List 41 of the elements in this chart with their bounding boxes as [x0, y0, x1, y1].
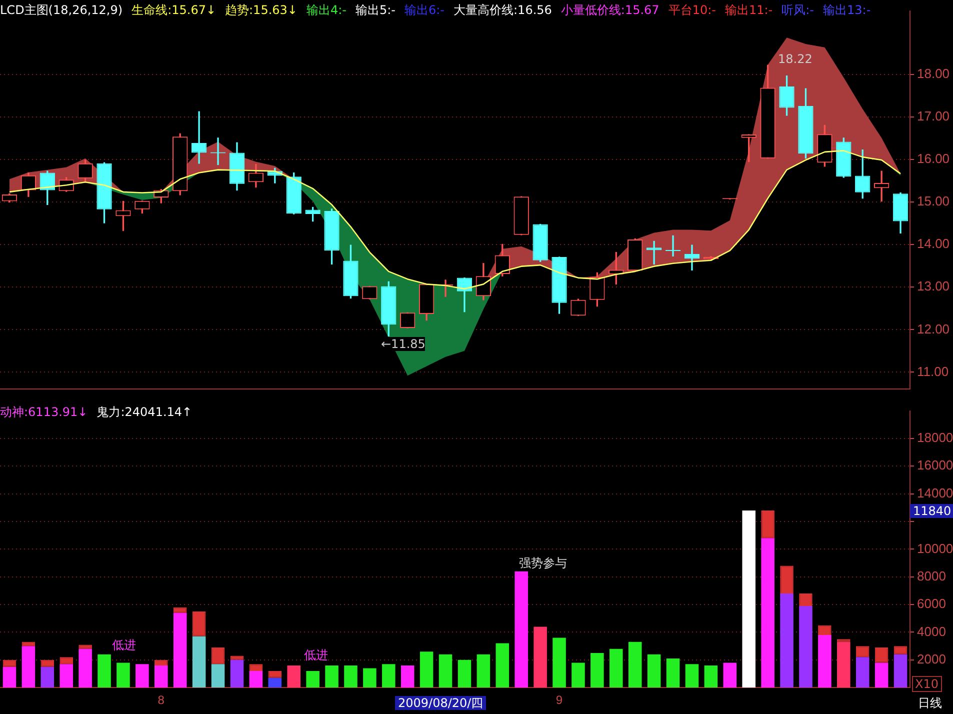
annotation: 低进	[304, 648, 328, 662]
y-tick-label: 18000	[917, 430, 953, 446]
annotation: 输出6:-	[404, 3, 445, 17]
annotation: 18.22	[778, 52, 812, 66]
text: 2009/08/20/四	[395, 696, 486, 710]
x-tick-label: 9	[556, 693, 563, 708]
annotation: 平台10:-	[668, 3, 716, 17]
annotation: 鬼力:24041.14↑	[96, 405, 192, 419]
annotation: 低进	[112, 638, 136, 652]
y-tick-label: 16.00	[917, 151, 950, 166]
y-tick-label: 14000	[917, 485, 953, 500]
y-tick-label: 15.00	[917, 194, 950, 209]
annotation: ←11.85	[381, 337, 426, 351]
annotation: 趋势:15.63↓	[225, 3, 298, 17]
text: 日线	[918, 696, 942, 710]
annotation: 生命线:15.67↓	[132, 3, 216, 17]
annotation: 听风:-	[782, 3, 814, 17]
annotation: 输出4:-	[306, 3, 346, 17]
y-tick-label: 2000	[917, 652, 946, 666]
y-tick-label: 17.00	[917, 108, 950, 124]
x-tick-label: 8	[158, 693, 165, 708]
y-tick-label: 13.00	[917, 278, 950, 294]
annotation: 输出11:-	[724, 3, 773, 17]
y-tick-label: 18.00	[917, 66, 950, 82]
y-tick-label: 10000	[917, 540, 953, 556]
y-tick-label: 4000	[917, 624, 946, 639]
annotation: 输出5:-	[355, 3, 396, 17]
annotation: LCD主图(18,26,12,9)	[0, 3, 123, 17]
annotation: 小量低价线:15.67	[560, 3, 660, 17]
y-tick-label: 8000	[917, 568, 946, 584]
text: 11840	[910, 504, 953, 518]
annotation: 动神:6113.91↓	[0, 405, 88, 419]
annotation: 大量高价线:16.56	[454, 3, 552, 17]
annotation: 输出13:-	[823, 3, 871, 17]
y-tick-label: 14.00	[917, 236, 950, 252]
y-tick-label: 11.00	[917, 364, 949, 379]
y-tick-label: 16000	[917, 458, 953, 473]
y-tick-label: 6000	[917, 596, 946, 612]
annotation: 强势参与	[519, 556, 567, 570]
y-tick-label: 12.00	[917, 321, 950, 336]
text: X10	[912, 676, 942, 692]
